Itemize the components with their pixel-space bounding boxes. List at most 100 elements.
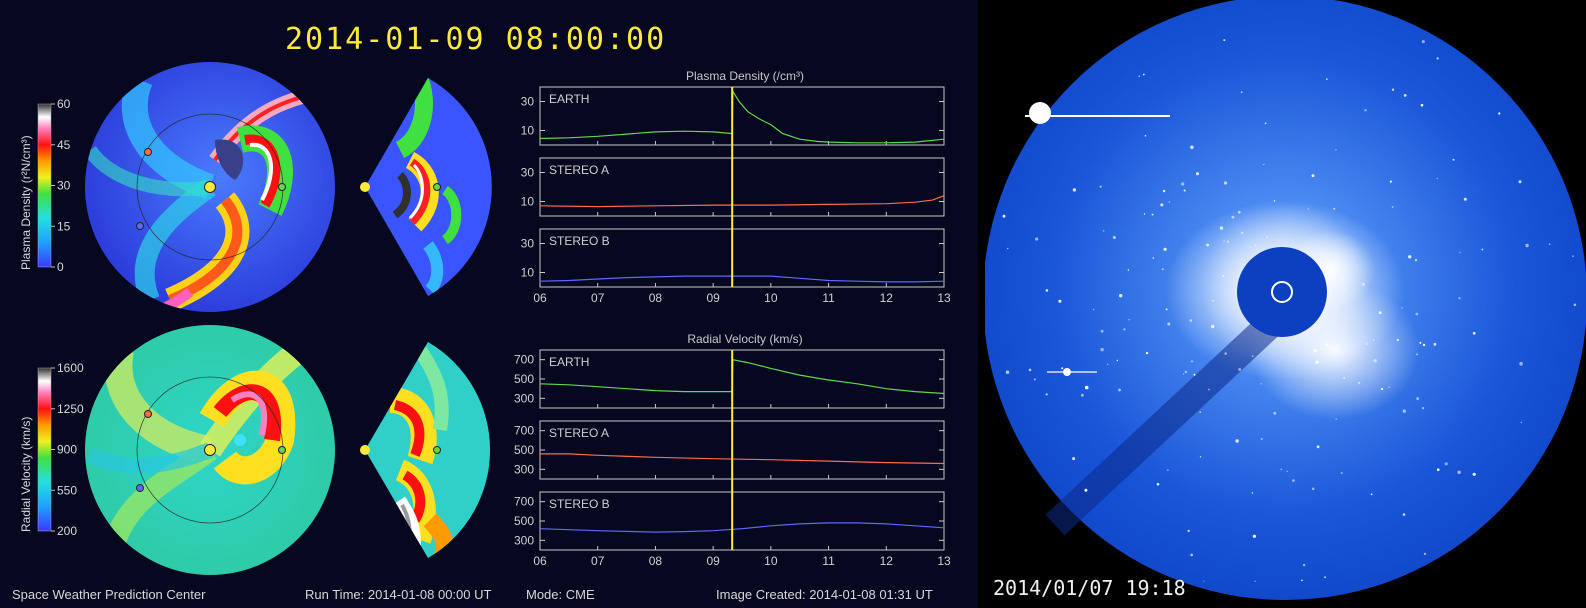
chart-panel-label: STEREO B xyxy=(549,497,610,511)
star xyxy=(1045,289,1049,292)
star xyxy=(1100,329,1104,333)
x-tick-label: 09 xyxy=(706,554,720,568)
star xyxy=(1156,482,1160,486)
y-tick-label: 500 xyxy=(514,443,534,457)
star xyxy=(1190,360,1194,363)
star xyxy=(1421,40,1425,44)
x-tick-label: 13 xyxy=(937,291,951,305)
star xyxy=(1260,438,1263,440)
star xyxy=(1391,88,1395,91)
star xyxy=(1436,57,1439,60)
x-tick-label: 07 xyxy=(591,291,605,305)
star xyxy=(1436,177,1438,180)
y-tick-label: 30 xyxy=(521,166,535,180)
star xyxy=(1235,439,1239,443)
star xyxy=(1199,411,1201,413)
chart-panel-label: STEREO B xyxy=(549,234,610,248)
star xyxy=(1357,381,1360,384)
star xyxy=(1190,553,1193,557)
colorbar-tick-label: 900 xyxy=(57,443,77,457)
star xyxy=(1241,231,1244,234)
star xyxy=(1433,342,1437,346)
y-tick-label: 10 xyxy=(521,266,535,280)
star xyxy=(1422,343,1426,347)
star xyxy=(1280,468,1282,471)
chart-panel-label: EARTH xyxy=(549,355,589,369)
density-ecliptic-map xyxy=(85,62,335,312)
star xyxy=(1391,206,1394,208)
x-tick-label: 09 xyxy=(706,291,720,305)
star xyxy=(1343,376,1346,379)
star xyxy=(1035,237,1039,241)
star xyxy=(1183,373,1185,375)
density-meridional-map xyxy=(360,78,492,296)
star xyxy=(1263,163,1265,166)
star xyxy=(1163,247,1167,251)
star xyxy=(1481,248,1484,251)
star xyxy=(1002,214,1006,218)
colorbar-tick-label: 200 xyxy=(57,524,77,538)
star xyxy=(1414,259,1418,262)
star xyxy=(1389,180,1392,183)
star xyxy=(1419,341,1422,344)
star xyxy=(1211,299,1214,302)
density-chart-title: Plasma Density (/cm³) xyxy=(686,69,804,83)
y-tick-label: 10 xyxy=(521,124,535,138)
star xyxy=(1333,207,1336,210)
star xyxy=(1335,149,1337,151)
star xyxy=(1416,353,1418,356)
star xyxy=(1240,91,1243,94)
x-tick-label: 11 xyxy=(822,554,835,568)
velocity-colorbar xyxy=(37,367,52,532)
enlil-graphics: 60 45 30 15 0 1600 1250 900 550 200 Plasma Densit… xyxy=(19,62,951,575)
velocity-meridional-map xyxy=(360,342,491,558)
star xyxy=(1317,357,1320,359)
star xyxy=(1273,200,1276,202)
star xyxy=(1302,563,1306,567)
star xyxy=(1099,185,1102,188)
star xyxy=(1193,373,1196,376)
star xyxy=(1142,73,1145,76)
star xyxy=(1103,230,1105,232)
x-tick-label: 13 xyxy=(937,554,951,568)
x-tick-label: 10 xyxy=(764,291,778,305)
star xyxy=(1292,479,1295,482)
star xyxy=(1340,472,1343,474)
chart-panel-frame xyxy=(539,349,945,409)
y-tick-label: 300 xyxy=(514,533,534,547)
star xyxy=(1084,488,1088,492)
star xyxy=(1223,39,1226,42)
star xyxy=(1252,355,1254,357)
star xyxy=(1119,294,1123,298)
star xyxy=(1219,226,1224,230)
star xyxy=(1364,109,1367,112)
star xyxy=(1573,303,1577,307)
star xyxy=(1005,370,1010,374)
footer-center: Space Weather Prediction Center xyxy=(12,587,206,602)
colorbar-tick-label: 1600 xyxy=(57,361,84,375)
colorbar-tick-label: 0 xyxy=(57,260,64,274)
colorbar-tick-label: 1250 xyxy=(57,402,84,416)
star xyxy=(1168,201,1170,203)
star xyxy=(1072,457,1076,461)
x-tick-label: 12 xyxy=(880,291,894,305)
y-tick-label: 700 xyxy=(514,424,534,438)
star xyxy=(1472,331,1476,335)
chart-panel-label: STEREO A xyxy=(549,426,609,440)
star xyxy=(1311,487,1315,491)
star xyxy=(1264,122,1267,125)
star xyxy=(1127,269,1130,271)
colorbar-tick-label: 15 xyxy=(57,219,71,233)
star xyxy=(1459,251,1461,254)
star xyxy=(1165,308,1168,311)
lasco-panel: 2014/01/07 19:18 xyxy=(985,0,1586,608)
star xyxy=(1151,213,1154,216)
star xyxy=(1224,352,1227,355)
star xyxy=(1167,322,1171,326)
star xyxy=(1472,472,1476,476)
chart-panel-frame xyxy=(539,86,945,146)
x-tick-label: 08 xyxy=(649,554,663,568)
chart-panel-label: STEREO A xyxy=(549,163,609,177)
star xyxy=(1138,75,1141,78)
model-timestamp: 2014-01-09 08:00:00 xyxy=(285,22,667,57)
